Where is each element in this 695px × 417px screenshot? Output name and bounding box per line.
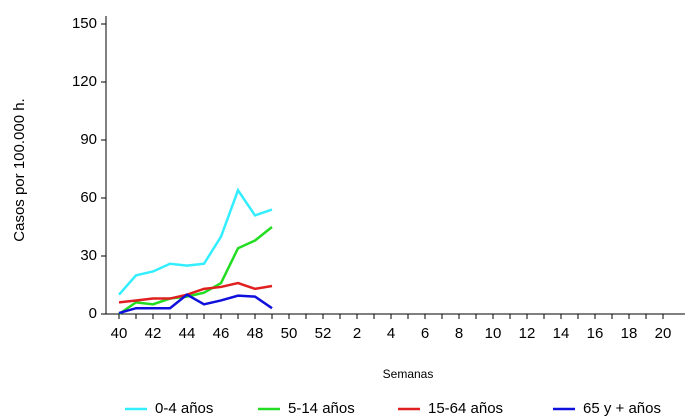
y-tick-label: 60 [80, 189, 97, 206]
x-tick-label: 12 [519, 325, 536, 342]
series-line [118, 187, 273, 296]
x-tick-label: 48 [247, 325, 264, 342]
x-tick-label: 10 [485, 325, 502, 342]
x-tick-label: 42 [145, 325, 162, 342]
legend-label: 15-64 años [428, 400, 503, 417]
x-tick-label: 6 [421, 325, 429, 342]
x-tick-label: 2 [353, 325, 361, 342]
x-tick-label: 40 [111, 325, 128, 342]
x-tick-label: 44 [179, 325, 196, 342]
x-tick-label: 52 [315, 325, 332, 342]
x-tick-label: 50 [281, 325, 298, 342]
series-line [118, 281, 273, 304]
x-tick-label: 16 [587, 325, 604, 342]
y-tick-label: 90 [80, 131, 97, 148]
series-line [118, 293, 273, 315]
x-tick-label: 14 [553, 325, 570, 342]
series-line [118, 226, 273, 316]
legend-label: 5-14 años [288, 400, 355, 417]
y-axis-label: Casos por 100.000 h. [11, 98, 28, 241]
x-tick-label: 18 [621, 325, 638, 342]
y-tick-label: 30 [80, 247, 97, 264]
x-axis-label: Semanas [383, 367, 434, 381]
y-tick-label: 0 [89, 305, 97, 322]
legend-label: 65 y + años [583, 400, 661, 417]
x-tick-label: 46 [213, 325, 230, 342]
x-tick-label: 8 [455, 325, 463, 342]
x-tick-label: 20 [655, 325, 672, 342]
y-tick-label: 120 [72, 73, 97, 90]
y-tick-label: 150 [72, 15, 97, 32]
x-tick-label: 4 [387, 325, 395, 342]
legend-label: 0-4 años [155, 400, 213, 417]
